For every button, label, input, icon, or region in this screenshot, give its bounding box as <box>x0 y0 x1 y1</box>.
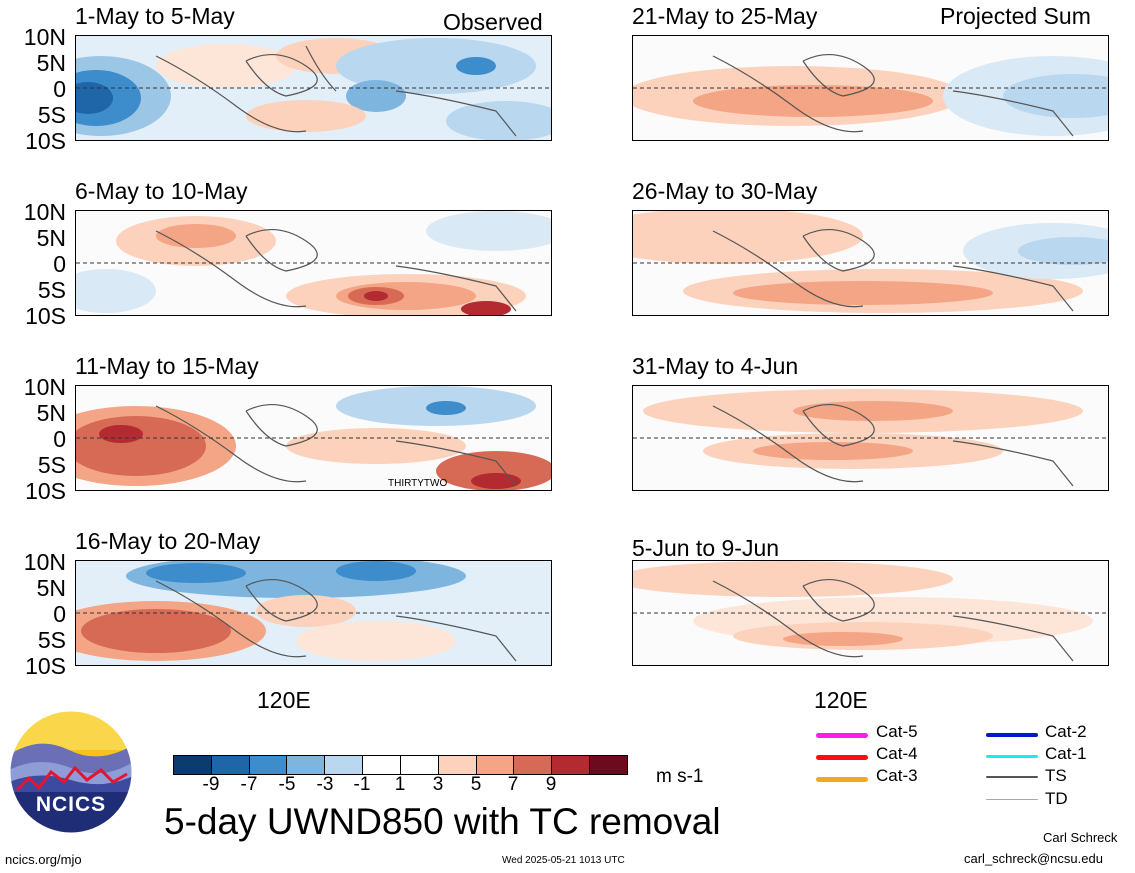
colorbar <box>173 755 628 775</box>
lat-label: 5N <box>36 50 66 76</box>
legend-swatch-cat4 <box>816 755 868 760</box>
legend-label-cat3: Cat-3 <box>876 766 918 785</box>
lat-label: 10N <box>23 199 66 225</box>
legend-label-cat1: Cat-1 <box>1045 744 1087 763</box>
panel-title-6: 31-May to 4-Jun <box>632 353 799 379</box>
colorbar-tick-label: 7 <box>507 774 519 795</box>
projected-sum-label: Projected Sum <box>940 3 1091 29</box>
figure-title: 5-day UWND850 with TC removal <box>164 801 721 842</box>
colorbar-swatch <box>211 756 250 774</box>
colorbar-tick-label: 3 <box>432 774 444 795</box>
legend-swatch-cat2 <box>986 733 1038 737</box>
colorbar-swatch <box>174 756 212 774</box>
lat-label: 0 <box>53 601 66 627</box>
lat-label: 0 <box>53 251 66 277</box>
map-panel-3 <box>75 210 552 316</box>
colorbar-unit: m s-1 <box>656 766 704 787</box>
colorbar-swatch <box>400 756 439 774</box>
panel-title-4: 26-May to 30-May <box>632 178 818 204</box>
legend-swatch-ts <box>986 776 1038 778</box>
legend-label-td: TD <box>1045 789 1068 808</box>
colorbar-swatch <box>438 756 477 774</box>
lat-label: 0 <box>53 76 66 102</box>
lat-label: 5S <box>37 277 66 303</box>
legend-swatch-cat3 <box>816 777 868 782</box>
legend-label-cat4: Cat-4 <box>876 744 918 763</box>
lat-label: 0 <box>53 426 66 452</box>
lat-label: 10S <box>25 303 66 329</box>
observed-label: Observed <box>443 9 543 35</box>
colorbar-swatch <box>325 756 364 774</box>
panel-title-1: 1-May to 5-May <box>75 3 235 29</box>
colorbar-swatch <box>249 756 288 774</box>
colorbar-swatch <box>552 756 591 774</box>
x-axis-label-left: 120E <box>257 687 311 713</box>
panel-title-8: 5-Jun to 9-Jun <box>632 535 780 561</box>
map-panel-7 <box>75 560 552 666</box>
author-email[interactable]: carl_schreck@ncsu.edu <box>964 851 1103 866</box>
colorbar-swatch <box>476 756 515 774</box>
legend-label-cat2: Cat-2 <box>1045 722 1087 741</box>
lat-label: 10N <box>23 374 66 400</box>
colorbar-swatch <box>287 756 326 774</box>
colorbar-swatch <box>514 756 553 774</box>
logo-text: NCICS <box>35 793 107 816</box>
tc-track-label: THIRTYTWO <box>388 478 448 489</box>
map-panel-6 <box>632 385 1109 491</box>
lat-label: 5S <box>37 627 66 653</box>
x-axis-label-right: 120E <box>814 687 868 713</box>
panel-title-3: 6-May to 10-May <box>75 178 248 204</box>
legend-swatch-td <box>986 799 1038 800</box>
colorbar-tick-label: -1 <box>353 774 371 795</box>
map-panel-1 <box>75 35 552 141</box>
website-link[interactable]: ncics.org/mjo <box>5 852 82 867</box>
lat-label: 10S <box>25 478 66 504</box>
colorbar-tick-label: -7 <box>240 774 258 795</box>
panel-title-7: 16-May to 20-May <box>75 528 261 554</box>
legend-label-ts: TS <box>1045 766 1067 785</box>
timestamp: Wed 2025-05-21 1013 UTC <box>502 855 625 866</box>
colorbar-swatch <box>590 756 627 774</box>
panel-title-2: 21-May to 25-May <box>632 3 818 29</box>
lat-label: 5S <box>37 452 66 478</box>
colorbar-tick-label: -5 <box>278 774 296 795</box>
lat-label: 10S <box>25 653 66 679</box>
lat-label: 10N <box>23 24 66 50</box>
lat-label: 5N <box>36 225 66 251</box>
colorbar-tick-label: 5 <box>470 774 482 795</box>
map-panel-5: THIRTYTWO <box>75 385 552 491</box>
author-name: Carl Schreck <box>1043 830 1118 845</box>
legend-swatch-cat5 <box>816 733 868 738</box>
lat-label: 10N <box>23 549 66 575</box>
map-panel-8 <box>632 560 1109 666</box>
map-panel-4 <box>632 210 1109 316</box>
lat-label: 5N <box>36 400 66 426</box>
colorbar-tick-label: 1 <box>394 774 406 795</box>
map-panel-2 <box>632 35 1109 141</box>
legend-swatch-cat1 <box>986 755 1038 758</box>
colorbar-tick-label: -9 <box>202 774 220 795</box>
colorbar-tick-label: -3 <box>316 774 334 795</box>
lat-label: 5N <box>36 575 66 601</box>
colorbar-swatch <box>363 756 401 774</box>
lat-label: 10S <box>25 128 66 154</box>
legend-label-cat5: Cat-5 <box>876 722 918 741</box>
lat-label: 5S <box>37 102 66 128</box>
ncics-logo: NCICS <box>9 710 133 834</box>
colorbar-tick-label: 9 <box>545 774 557 795</box>
panel-title-5: 11-May to 15-May <box>75 353 259 379</box>
